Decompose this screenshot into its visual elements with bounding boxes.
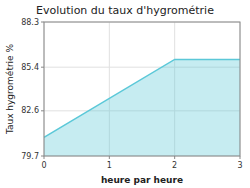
title: Evolution du taux d'hygrométrie	[36, 4, 214, 17]
y-tick	[41, 67, 44, 68]
y-tick	[41, 110, 44, 111]
grid	[44, 22, 240, 156]
x-tick	[174, 156, 175, 159]
x-tick-label: 2	[172, 161, 177, 170]
chart-svg: 79.7 82.6 85.4 88.3 0 1 2 3 heure par heure Taux …	[0, 0, 250, 188]
y-tick-label: 88.3	[21, 18, 39, 27]
chart-container: 79.7 82.6 85.4 88.3 0 1 2 3 heure par heure Taux …	[0, 0, 250, 188]
y-tick	[41, 22, 44, 23]
plot-frame	[44, 22, 240, 156]
line	[44, 59, 240, 137]
y-tick-label: 85.4	[21, 63, 39, 72]
x-tick	[44, 156, 45, 159]
x-tick	[240, 156, 241, 159]
x-axis-label: heure par heure	[101, 175, 183, 185]
axes: 79.7 82.6 85.4 88.3 0 1 2 3	[21, 18, 242, 171]
y-tick-label: 82.6	[21, 106, 39, 115]
x-tick-label: 0	[41, 161, 46, 170]
x-tick	[109, 156, 110, 159]
plot-area	[44, 59, 240, 156]
y-axis-label: Taux hygrométrie %	[5, 43, 15, 135]
y-tick-label: 79.7	[21, 152, 39, 161]
x-tick-label: 3	[237, 161, 242, 170]
x-tick-label: 1	[107, 161, 112, 170]
area	[44, 59, 240, 156]
